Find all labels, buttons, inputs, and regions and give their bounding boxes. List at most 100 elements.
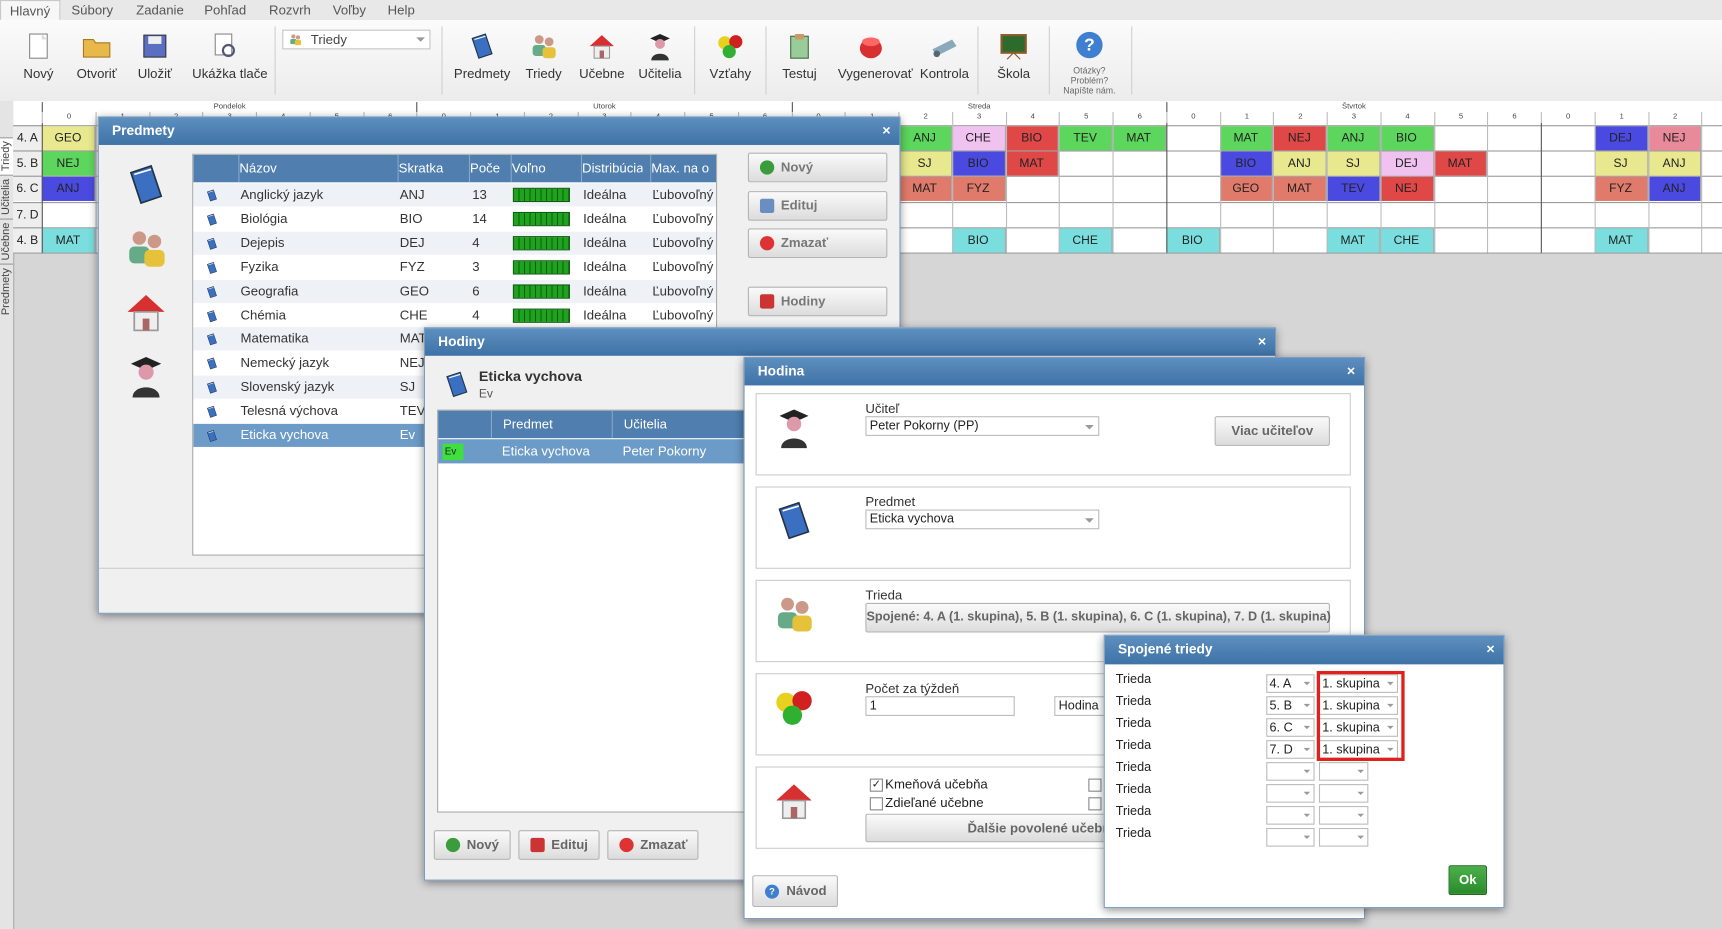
lesson-cell[interactable]: SJ (1326, 151, 1381, 176)
menu-tab[interactable]: Help (387, 2, 415, 18)
select[interactable] (1318, 806, 1369, 825)
lesson-cell[interactable]: ANJ (1647, 151, 1702, 176)
lesson-cell[interactable]: CHE (951, 126, 1006, 151)
select[interactable]: 7. D (1266, 740, 1315, 759)
lesson-cell[interactable]: MAT (898, 176, 952, 201)
toolbar-button[interactable]: Vygenerovať (838, 26, 913, 87)
menu-tab[interactable]: Hlavný (0, 0, 61, 21)
lesson-cell[interactable]: NEJ (41, 151, 96, 176)
lesson-cell[interactable]: FYZ (951, 176, 1006, 201)
button[interactable]: Hodiny (747, 286, 888, 317)
checkbox[interactable] (869, 797, 883, 811)
lesson-cell[interactable]: GEO (1219, 176, 1274, 201)
select[interactable] (1266, 784, 1315, 803)
lesson-cell[interactable]: NEJ (1647, 126, 1702, 151)
subject-row[interactable]: Biológia BIO 14 Ideálna Ľubovoľný (193, 207, 717, 231)
toolbar-button[interactable]: Testuj (767, 26, 833, 87)
lesson-cell[interactable]: ANJ (898, 126, 952, 151)
toolbar-button[interactable]: Škola (981, 26, 1047, 87)
toolbar-button[interactable]: Triedy (511, 26, 577, 87)
lesson-cell[interactable]: NEJ (1273, 126, 1327, 151)
menu-tab[interactable]: Voľby (332, 2, 366, 18)
menu-tab[interactable]: Rozvrh (269, 2, 311, 18)
checkbox[interactable] (1088, 797, 1102, 811)
menu-tab[interactable]: Súbory (71, 2, 114, 18)
select[interactable]: Eticka vychova (865, 509, 1100, 530)
toolbar-button[interactable]: Ukážka tlače (192, 26, 268, 87)
menu-tab[interactable]: Pohľad (204, 2, 247, 18)
text-input[interactable]: 1 (865, 696, 1015, 716)
close-button[interactable]: × (1257, 332, 1267, 350)
button[interactable]: Viac učiteľov (1214, 416, 1330, 446)
toolbar-button[interactable]: Predmety (449, 26, 515, 87)
select[interactable]: 5. B (1266, 696, 1315, 715)
subject-row[interactable]: Anglický jazyk ANJ 13 Ideálna Ľubovoľný (193, 183, 717, 207)
lesson-cell[interactable]: TEV (1326, 176, 1381, 201)
lesson-cell[interactable]: CHE (1380, 228, 1434, 253)
lesson-row[interactable]: Ev Eticka vychova Peter Pokorny (438, 439, 768, 464)
toolbar-button[interactable]: Otvoriť (64, 26, 130, 87)
close-button[interactable]: × (1346, 362, 1356, 379)
subject-row[interactable]: Chémia CHE 4 Ideálna Ľubovoľný (193, 303, 717, 327)
lesson-cell[interactable]: MAT (1594, 228, 1648, 253)
close-button[interactable]: × (882, 121, 891, 139)
lesson-cell[interactable]: DEJ (1594, 126, 1648, 151)
lesson-cell[interactable]: BIO (951, 228, 1006, 253)
lesson-cell[interactable]: SJ (1594, 151, 1648, 176)
side-tab[interactable]: Triedy (0, 136, 14, 175)
toolbar-button[interactable]: Vzťahy (697, 26, 763, 87)
lesson-cell[interactable]: ANJ (41, 176, 96, 201)
lesson-cell[interactable]: MAT (41, 228, 96, 253)
select[interactable]: 4. A (1266, 674, 1315, 693)
select[interactable]: 1. skupina (1318, 674, 1399, 693)
toolbar-button[interactable]: Učebne (569, 26, 635, 87)
toolbar-button[interactable]: Uložiť (122, 26, 188, 87)
side-tab[interactable]: Učebne (0, 218, 14, 264)
side-tab[interactable]: Predmety (0, 263, 14, 319)
select[interactable] (1266, 762, 1315, 781)
lesson-cell[interactable]: MAT (1219, 126, 1274, 151)
lesson-cell[interactable]: BIO (1005, 126, 1059, 151)
lesson-cell[interactable]: MAT (1433, 151, 1488, 176)
lesson-cell[interactable]: ANJ (1647, 176, 1702, 201)
select[interactable]: 6. C (1266, 718, 1315, 737)
lesson-cell[interactable]: DEJ (1380, 151, 1434, 176)
lesson-cell[interactable]: BIO (1219, 151, 1274, 176)
lesson-cell[interactable]: MAT (1326, 228, 1381, 253)
lesson-cell[interactable]: TEV (1058, 126, 1113, 151)
lesson-cell[interactable]: MAT (1112, 126, 1167, 151)
menu-tab[interactable]: Zadanie (136, 2, 184, 18)
lesson-cell[interactable]: ANJ (1273, 151, 1327, 176)
lesson-cell[interactable]: MAT (1005, 151, 1059, 176)
button[interactable]: Zmazať (747, 228, 888, 259)
ok-button[interactable]: Ok (1448, 865, 1487, 895)
select[interactable]: Peter Pokorny (PP) (865, 416, 1100, 436)
subject-row[interactable]: Dejepis DEJ 4 Ideálna Ľubovoľný (193, 231, 717, 255)
select[interactable] (1318, 827, 1369, 847)
subject-row[interactable]: Geografia GEO 6 Ideálna Ľubovoľný (193, 279, 717, 303)
toolbar-button[interactable]: Učitelia (627, 26, 693, 87)
button[interactable]: Spojené: 4. A (1. skupina), 5. B (1. sku… (865, 602, 1331, 633)
checkbox[interactable]: ✓ (869, 778, 883, 792)
lesson-cell[interactable]: FYZ (1594, 176, 1648, 201)
lesson-cell[interactable]: BIO (1380, 126, 1434, 151)
lesson-cell[interactable]: ANJ (1326, 126, 1381, 151)
toolbar-button[interactable]: Nový (5, 26, 71, 87)
button[interactable]: Nový (433, 830, 511, 860)
button[interactable]: ? Návod (752, 875, 838, 908)
lesson-cell[interactable]: GEO (41, 126, 96, 151)
lesson-cell[interactable]: MAT (1273, 176, 1327, 201)
subject-row[interactable]: Fyzika FYZ 3 Ideálna Ľubovoľný (193, 255, 717, 279)
help-button[interactable]: ? Otázky? Problém? Napíšte nám. (1056, 29, 1122, 99)
lesson-cell[interactable]: NEJ (1380, 176, 1434, 201)
side-tab[interactable]: Učitelia (0, 174, 14, 219)
select[interactable]: 1. skupina (1318, 718, 1399, 737)
select[interactable] (1318, 762, 1369, 781)
select[interactable] (1318, 784, 1369, 803)
lesson-cell[interactable]: SJ (898, 151, 952, 176)
view-select[interactable]: Triedy (282, 29, 431, 50)
button[interactable]: Zmazať (607, 830, 699, 860)
lesson-cell[interactable]: CHE (1058, 228, 1113, 253)
select[interactable] (1266, 827, 1315, 847)
select[interactable]: 1. skupina (1318, 696, 1399, 715)
